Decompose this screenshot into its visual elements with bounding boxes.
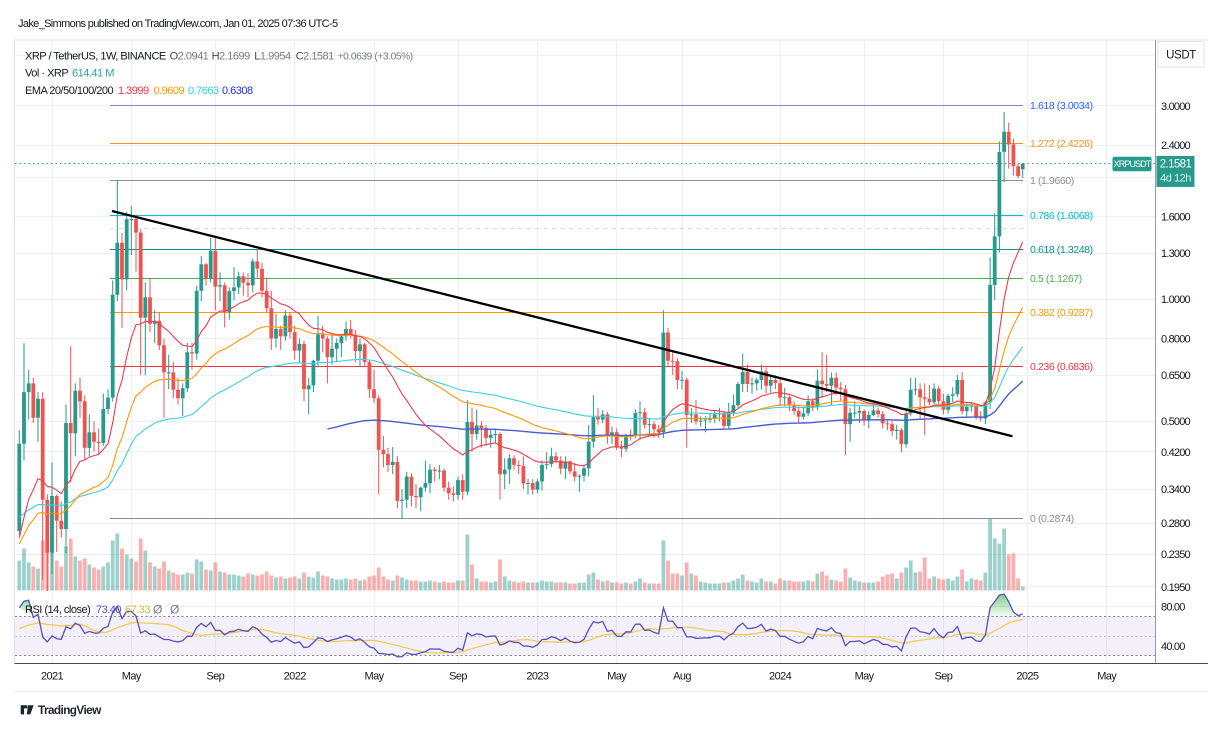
svg-text:Sep: Sep [206,671,224,683]
svg-text:0.6500: 0.6500 [1161,370,1191,382]
svg-text:0.3400: 0.3400 [1161,484,1191,496]
svg-text:0.2350: 0.2350 [1161,549,1191,561]
svg-text:4d 12h: 4d 12h [1160,173,1191,185]
svg-text:0.5000: 0.5000 [1161,416,1191,428]
svg-text:EMA 20/50/100/200: EMA 20/50/100/200 [25,85,114,97]
svg-text:USDT: USDT [1166,50,1196,62]
svg-text:0.2800: 0.2800 [1161,518,1191,530]
svg-text:Sep: Sep [935,671,953,683]
svg-text:0 (0.2874): 0 (0.2874) [1030,513,1074,525]
svg-text:L1.9954: L1.9954 [254,51,291,63]
svg-text:2023: 2023 [526,671,549,683]
svg-text:3.0000: 3.0000 [1161,101,1191,113]
svg-text:67.33: 67.33 [125,604,150,616]
svg-text:Sep: Sep [449,671,467,683]
svg-text:1.6000: 1.6000 [1161,212,1191,224]
svg-text:May: May [122,671,142,683]
svg-text:0.1950: 0.1950 [1161,582,1191,594]
svg-text:O2.0941: O2.0941 [170,51,209,63]
svg-text:2022: 2022 [284,671,307,683]
svg-text:0.9609: 0.9609 [154,85,185,97]
svg-text:May: May [607,671,627,683]
svg-text:May: May [1097,671,1117,683]
svg-text:0.8000: 0.8000 [1161,334,1191,346]
svg-text:0.5 (1.1267): 0.5 (1.1267) [1030,273,1082,285]
svg-text:0.382 (0.9287): 0.382 (0.9287) [1030,307,1093,319]
svg-text:Ø: Ø [170,603,179,617]
svg-text:RSI (14, close): RSI (14, close) [25,604,90,616]
svg-text:2.4000: 2.4000 [1161,140,1191,152]
svg-text:C2.1581: C2.1581 [296,51,334,63]
svg-text:1.3000: 1.3000 [1161,248,1191,260]
svg-text:XRP / TetherUS, 1W, BINANCE: XRP / TetherUS, 1W, BINANCE [25,51,166,63]
svg-text:XRPUSDT: XRPUSDT [1114,159,1152,169]
svg-text:0.6308: 0.6308 [222,85,253,97]
svg-text:1.618 (3.0034): 1.618 (3.0034) [1030,100,1093,112]
svg-text:May: May [365,671,385,683]
svg-text:TradingView: TradingView [38,703,102,717]
svg-text:614.41 M: 614.41 M [72,68,114,80]
svg-text:Jake_Simmons published on Trad: Jake_Simmons published on TradingView.co… [18,18,338,30]
svg-text:1.0000: 1.0000 [1161,294,1191,306]
svg-text:+0.0639 (+3.05%): +0.0639 (+3.05%) [338,52,413,63]
svg-text:Vol · XRP: Vol · XRP [25,68,68,80]
svg-text:Ø: Ø [153,603,162,617]
svg-text:2.1581: 2.1581 [1160,159,1192,171]
svg-text:1.272 (2.4226): 1.272 (2.4226) [1030,138,1093,150]
svg-text:0.786 (1.6068): 0.786 (1.6068) [1030,210,1093,222]
svg-text:0.7663: 0.7663 [188,85,219,97]
svg-text:1.3999: 1.3999 [118,85,149,97]
svg-text:0.4200: 0.4200 [1161,447,1191,459]
svg-text:73.40: 73.40 [96,604,121,616]
svg-text:1 (1.9660): 1 (1.9660) [1030,175,1074,187]
svg-text:0.618 (1.3248): 0.618 (1.3248) [1030,244,1093,256]
svg-text:40.00: 40.00 [1161,641,1185,653]
svg-text:Aug: Aug [673,671,691,683]
svg-text:80.00: 80.00 [1161,602,1185,614]
svg-text:H2.1699: H2.1699 [212,51,250,63]
svg-text:2024: 2024 [769,671,792,683]
svg-text:0.236 (0.6836): 0.236 (0.6836) [1030,361,1093,373]
svg-text:2021: 2021 [41,671,64,683]
svg-text:May: May [855,671,875,683]
svg-text:2025: 2025 [1016,671,1039,683]
